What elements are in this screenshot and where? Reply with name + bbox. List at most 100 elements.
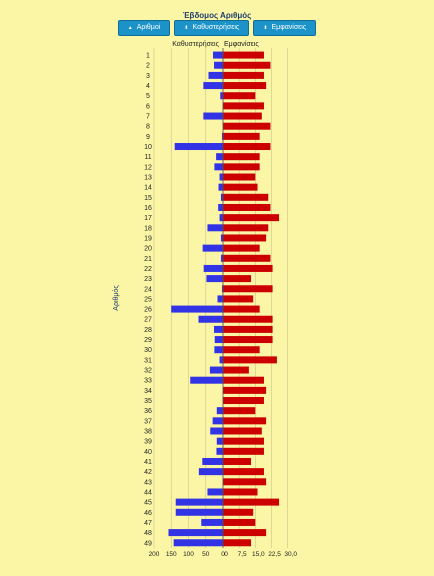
- category-label: 33: [144, 378, 152, 385]
- sort-arrow-up-icon: ▲: [127, 25, 133, 31]
- appearance-bar: [223, 112, 262, 120]
- appearance-bar: [223, 539, 252, 547]
- delay-bar: [210, 427, 223, 435]
- appearance-bar: [223, 529, 267, 537]
- right-tick-label: 7,5: [238, 551, 247, 558]
- appearance-bar: [223, 518, 256, 526]
- category-label: 48: [144, 530, 152, 537]
- category-label: 35: [144, 398, 152, 405]
- appearance-bar: [223, 71, 264, 79]
- appearance-bar: [223, 163, 260, 171]
- appearance-bar: [223, 437, 264, 445]
- delay-bar: [168, 529, 223, 537]
- category-label: 18: [144, 225, 152, 232]
- left-tick-label: 200: [149, 551, 160, 558]
- appearance-bar: [223, 183, 258, 191]
- delay-bar: [202, 244, 223, 252]
- delay-bar: [220, 254, 223, 262]
- delay-bar: [216, 437, 223, 445]
- delay-bar: [171, 305, 223, 313]
- category-label: 44: [144, 489, 152, 496]
- category-label: 7: [146, 114, 150, 121]
- appearance-bar: [223, 51, 264, 59]
- delay-bar: [220, 92, 223, 100]
- right-tick-label: 0: [224, 551, 228, 558]
- category-label: 6: [146, 103, 150, 110]
- delay-bar: [202, 457, 223, 465]
- sort-arrow-updown-icon: ⬍: [184, 25, 189, 31]
- left-tick-label: 0: [221, 551, 225, 558]
- appearance-bar: [223, 336, 273, 344]
- appearance-bar: [223, 366, 249, 374]
- appearance-bar: [223, 508, 254, 516]
- category-label: 30: [144, 347, 152, 354]
- appearance-bar: [223, 386, 267, 394]
- category-label: 2: [146, 63, 150, 70]
- delay-bar: [201, 518, 223, 526]
- category-label: 26: [144, 307, 152, 314]
- sort-button-bar: ▲ Αριθμοί ⬍ Καθυστερήσεις ⬍ Εμφανίσεις: [0, 20, 434, 36]
- delay-bar: [218, 203, 223, 211]
- delay-bar: [214, 163, 223, 171]
- category-label: 45: [144, 500, 152, 507]
- category-label: 41: [144, 459, 152, 466]
- y-axis-label: Αριθμός: [112, 285, 120, 311]
- category-label: 43: [144, 479, 152, 486]
- left-panel-header: Καθυστερήσεις: [172, 41, 219, 48]
- appearance-bar: [223, 315, 273, 323]
- appearance-bar: [223, 224, 269, 232]
- category-label: 27: [144, 317, 152, 324]
- delay-bar: [219, 173, 223, 181]
- category-label: 12: [144, 164, 152, 171]
- appearance-bar: [223, 498, 280, 506]
- category-label: 42: [144, 469, 152, 476]
- category-label: 37: [144, 418, 152, 425]
- appearance-bar: [223, 325, 273, 333]
- delay-bar: [198, 315, 223, 323]
- category-label: 21: [144, 256, 152, 263]
- delay-bar: [173, 539, 223, 547]
- right-tick-label: 30,0: [284, 551, 297, 558]
- appearance-bar: [223, 122, 271, 130]
- delay-bar: [207, 224, 223, 232]
- delay-bar: [175, 508, 223, 516]
- appearance-bar: [223, 285, 273, 293]
- delay-bar: [212, 51, 223, 59]
- appearance-bar: [223, 244, 260, 252]
- category-label: 47: [144, 520, 152, 527]
- category-label: 32: [144, 368, 152, 375]
- delay-bar: [221, 285, 223, 293]
- left-tick-label: 50: [202, 551, 210, 558]
- delay-bar: [219, 356, 223, 364]
- appearance-bar: [223, 234, 267, 242]
- left-tick-label: 150: [166, 551, 177, 558]
- category-label: 49: [144, 540, 152, 547]
- appearance-bar: [223, 488, 258, 496]
- category-label: 34: [144, 388, 152, 395]
- right-tick-label: 15,0: [252, 551, 265, 558]
- delay-bar: [214, 61, 223, 69]
- category-label: 3: [146, 73, 150, 80]
- delay-bar: [198, 468, 223, 476]
- sort-by-delays-button[interactable]: ⬍ Καθυστερήσεις: [174, 20, 250, 36]
- delay-bar: [203, 264, 223, 272]
- category-label: 38: [144, 429, 152, 436]
- appearance-bar: [223, 275, 252, 283]
- appearance-bar: [223, 143, 271, 151]
- category-label: 9: [146, 134, 150, 141]
- appearance-bar: [223, 295, 254, 303]
- delay-bar: [220, 234, 223, 242]
- delay-bar: [174, 143, 223, 151]
- sort-by-appearances-button[interactable]: ⬍ Εμφανίσεις: [253, 20, 317, 36]
- delay-bar: [212, 417, 223, 425]
- category-label: 40: [144, 449, 152, 456]
- appearance-bar: [223, 214, 280, 222]
- delay-bar: [206, 275, 223, 283]
- category-label: 13: [144, 175, 152, 182]
- delay-bar: [216, 407, 223, 415]
- delay-bar: [218, 183, 223, 191]
- sort-by-number-button[interactable]: ▲ Αριθμοί: [117, 20, 171, 36]
- appearance-bar: [223, 82, 267, 90]
- category-label: 20: [144, 246, 152, 253]
- delay-bar: [175, 498, 223, 506]
